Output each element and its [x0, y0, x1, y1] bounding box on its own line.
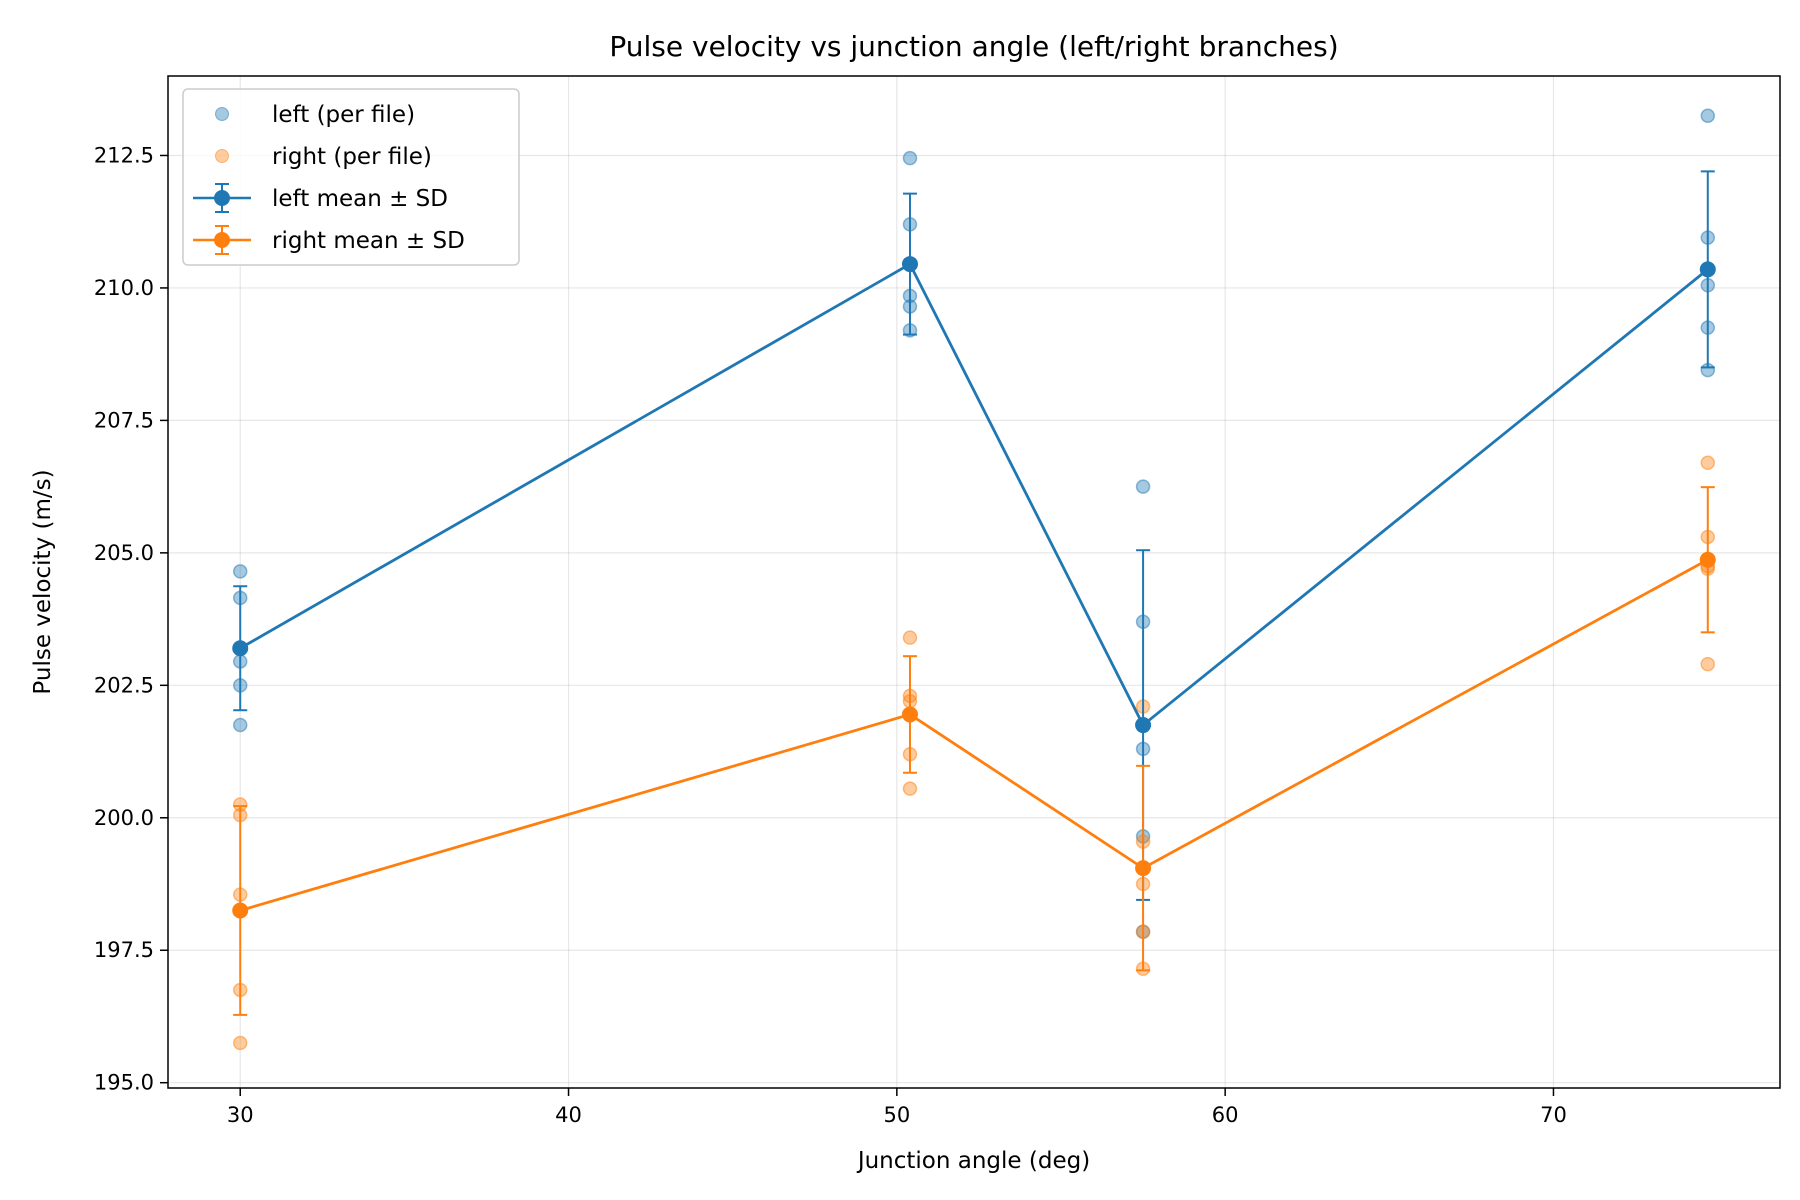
series-right-mean-sd	[232, 486, 1716, 1016]
mean-marker	[1699, 551, 1716, 568]
legend-marker-left-per-file	[215, 107, 229, 121]
legend-label-left-mean: left mean ± SD	[272, 186, 448, 212]
scatter-point	[902, 150, 918, 166]
y-tick-label: 202.5	[94, 673, 154, 697]
mean-marker	[1699, 261, 1716, 278]
scatter-point	[902, 781, 918, 796]
x-tick-label: 30	[227, 1103, 254, 1127]
y-tick-label: 197.5	[94, 938, 154, 962]
legend-label-right-mean: right mean ± SD	[272, 228, 465, 254]
series	[232, 108, 1716, 1051]
x-axis-ticks: 30 40 50 60 70	[227, 1088, 1567, 1127]
scatter-point	[1700, 108, 1716, 123]
mean-marker	[901, 706, 918, 723]
scatter-point	[1700, 656, 1716, 672]
y-tick-label: 207.5	[94, 408, 154, 432]
mean-marker	[901, 256, 918, 273]
y-tick-label: 212.5	[94, 143, 154, 167]
legend-marker-right-per-file	[215, 149, 229, 163]
chart-title: Pulse velocity vs junction angle (left/r…	[609, 30, 1338, 63]
mean-marker	[232, 640, 249, 657]
mean-marker	[232, 902, 249, 919]
y-tick-label: 195.0	[94, 1071, 154, 1095]
scatter-point	[1700, 455, 1716, 471]
x-tick-label: 60	[1212, 1103, 1239, 1127]
y-tick-label: 200.0	[94, 806, 154, 830]
scatter-point	[1135, 479, 1151, 494]
mean-line	[239, 262, 1709, 727]
plot-frame	[167, 75, 1781, 1089]
x-tick-label: 40	[555, 1103, 582, 1127]
legend: left (per file) right (per file) left me…	[182, 88, 520, 266]
y-tick-label: 205.0	[94, 541, 154, 565]
legend-label-left-per-file: left (per file)	[272, 102, 415, 128]
scatter-point	[902, 630, 918, 645]
scatter-point	[232, 1035, 248, 1051]
mean-line	[239, 558, 1709, 912]
scatter-point	[232, 717, 248, 733]
legend-box	[182, 88, 520, 266]
scatter-point	[232, 564, 248, 579]
y-axis-ticks: 195.0 197.5 200.0 202.5 205.0 207.5 210.0 212.5	[94, 143, 168, 1095]
x-tick-label: 50	[883, 1103, 910, 1127]
mean-marker	[1135, 860, 1152, 877]
y-tick-label: 210.0	[94, 276, 154, 300]
x-axis-label: Junction angle (deg)	[856, 1148, 1090, 1174]
legend-marker-right-mean	[193, 225, 251, 255]
mean-marker	[1135, 717, 1152, 734]
legend-label-right-per-file: right (per file)	[272, 144, 432, 170]
x-tick-label: 70	[1540, 1103, 1567, 1127]
legend-marker-left-mean	[193, 183, 251, 213]
y-axis-label: Pulse velocity (m/s)	[30, 469, 56, 694]
